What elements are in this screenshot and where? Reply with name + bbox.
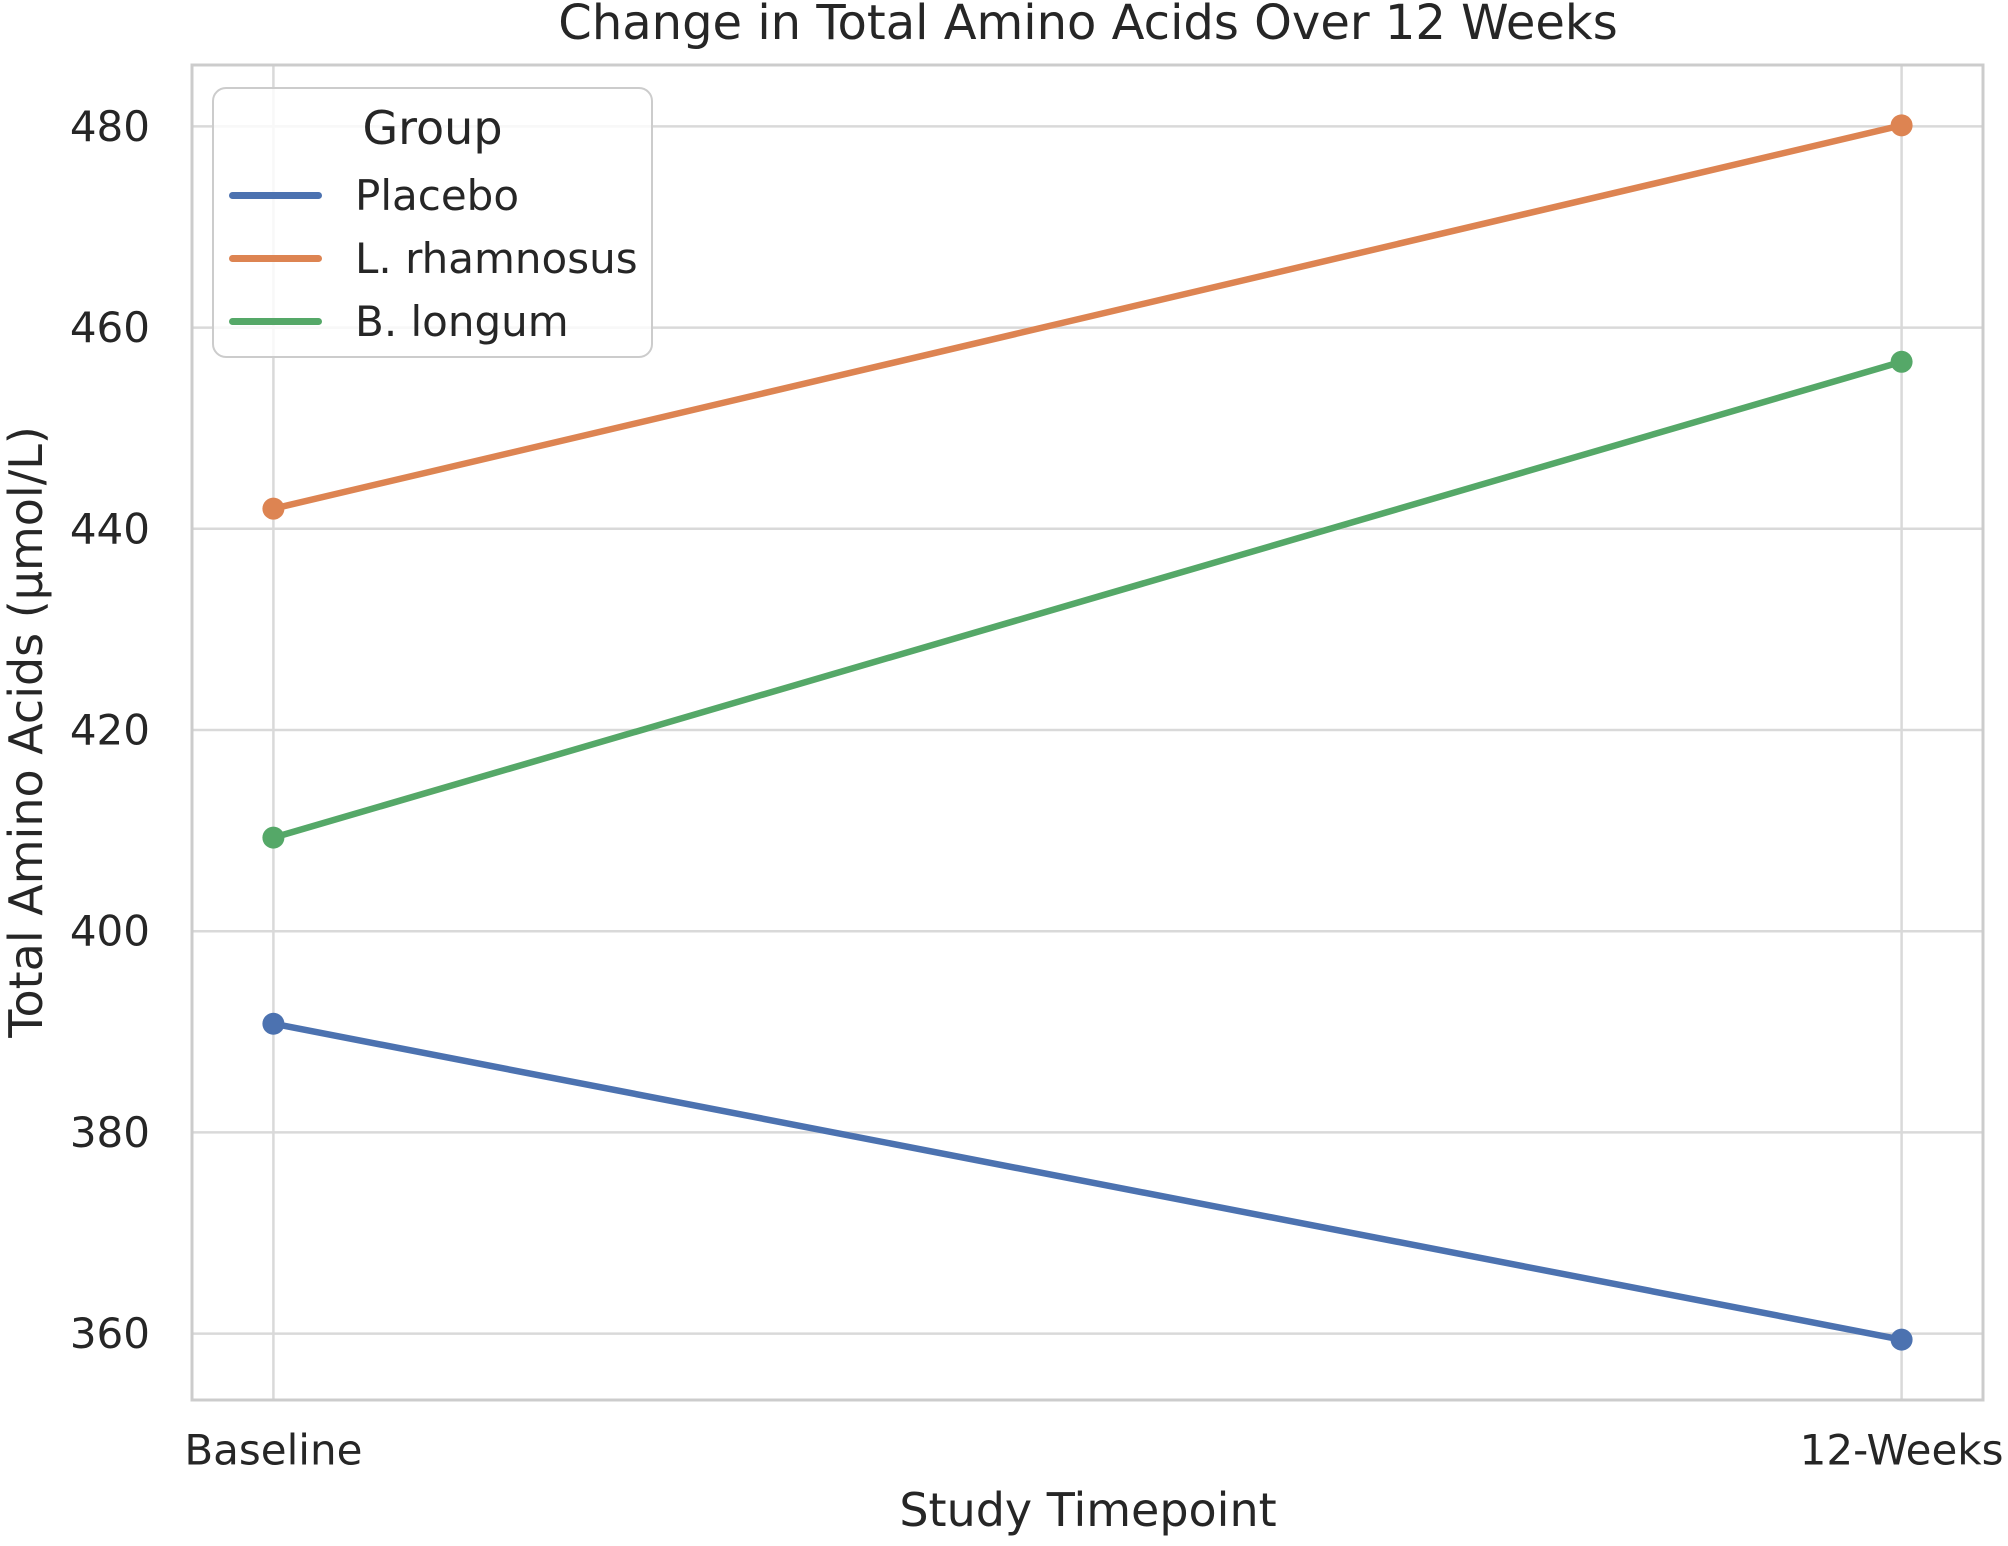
data-point-b-longum-12-weeks [1890,350,1913,373]
legend: Group Placebo L. rhamnosus B. longum [212,87,653,358]
y-tick-label-440: 440 [70,504,150,553]
y-axis-label: Total Amino Acids (µmol/L) [0,426,53,1038]
data-point-b-longum-baseline [262,826,285,849]
data-point-l-rhamnosus-12-weeks [1890,114,1913,137]
legend-item-label: Placebo [355,171,520,220]
y-tick-label-480: 480 [70,102,150,151]
legend-item-l-rhamnosus: L. rhamnosus [214,227,651,290]
y-tick-label-420: 420 [70,705,150,754]
series-line-l-rhamnosus [270,122,1905,512]
y-tick-label-400: 400 [70,907,150,956]
x-tick-label-baseline: Baseline [184,1426,362,1475]
legend-item-label: L. rhamnosus [355,234,638,283]
chart-title: Change in Total Amino Acids Over 12 Week… [558,0,1618,51]
series-line-b-longum [270,358,1905,841]
legend-swatch-b-longum [229,318,322,325]
legend-swatch-l-rhamnosus [229,255,322,262]
y-tick-label-360: 360 [70,1309,150,1358]
y-tick-label-460: 460 [70,303,150,352]
legend-title: Group [362,101,503,155]
data-point-placebo-12-weeks [1890,1328,1913,1351]
legend-items: Placebo L. rhamnosus B. longum [214,164,651,353]
data-point-l-rhamnosus-baseline [262,497,285,520]
legend-swatch-placebo [229,192,322,199]
y-tick-label-380: 380 [70,1108,150,1157]
legend-item-placebo: Placebo [214,164,651,227]
axes-spines [190,63,1985,1402]
x-tick-label-12-weeks: 12-Weeks [1800,1426,2004,1475]
legend-item-b-longum: B. longum [214,290,651,353]
series-line-placebo [270,1020,1905,1343]
x-axis-label: Study Timepoint [899,1483,1277,1537]
legend-item-label: B. longum [355,297,569,346]
data-point-placebo-baseline [262,1012,285,1035]
